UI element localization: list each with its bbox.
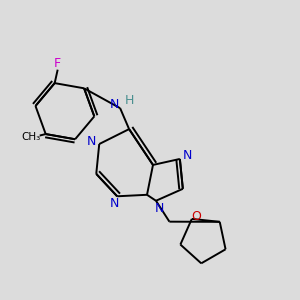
Text: F: F xyxy=(54,57,61,70)
Text: N: N xyxy=(155,202,164,215)
Text: CH₃: CH₃ xyxy=(21,132,40,142)
Text: N: N xyxy=(183,149,192,163)
Text: H: H xyxy=(124,94,134,107)
Text: N: N xyxy=(87,134,97,148)
Text: N: N xyxy=(110,98,119,111)
Text: O: O xyxy=(191,210,201,223)
Text: N: N xyxy=(110,197,119,210)
